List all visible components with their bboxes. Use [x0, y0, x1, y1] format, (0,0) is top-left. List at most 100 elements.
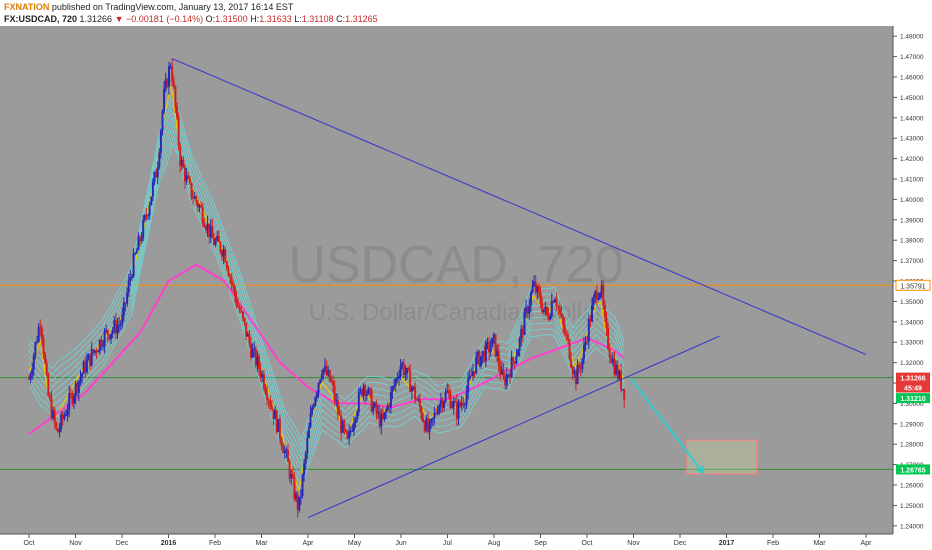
candle-body — [583, 344, 585, 359]
candle-body — [132, 253, 135, 277]
candle-body — [481, 351, 484, 357]
candle-body — [63, 415, 66, 419]
candle-body — [52, 410, 55, 419]
time-tick-label: Apr — [861, 540, 873, 547]
candle-body — [159, 130, 162, 153]
candle-body — [446, 390, 449, 393]
candle-body — [233, 286, 236, 297]
candle-body — [338, 413, 341, 416]
candle-body — [452, 401, 455, 407]
candle-body — [447, 390, 450, 394]
candle-body — [472, 371, 474, 376]
candle-body — [584, 341, 587, 345]
candle-body — [77, 381, 80, 393]
price-tick-label: 1.33000 — [900, 340, 924, 347]
change-value: −0.00181 (−0.14%) — [126, 14, 204, 24]
candle-body — [188, 178, 191, 183]
candle-body — [365, 393, 368, 396]
candle-body — [406, 367, 408, 373]
candle-body — [73, 396, 75, 404]
upper-trendline — [172, 58, 867, 355]
candle-body — [230, 277, 233, 284]
candle-body — [399, 365, 402, 377]
candle-body — [611, 358, 614, 363]
symbol-label[interactable]: FX:USDCAD, 720 — [4, 14, 78, 24]
high-label: H: — [250, 14, 260, 24]
candle-body — [264, 388, 267, 394]
candle-body — [240, 311, 243, 313]
candle-body — [182, 159, 185, 168]
candle-body — [118, 324, 121, 326]
candle-body — [259, 369, 262, 377]
candle-body — [121, 314, 124, 325]
time-tick-label: Oct — [582, 540, 593, 547]
candle-body — [444, 392, 447, 402]
candle-body — [563, 324, 566, 334]
candle-body — [266, 393, 269, 401]
candle-body — [116, 325, 119, 334]
time-tick-label: Nov — [627, 540, 640, 547]
candle-body — [32, 355, 35, 370]
candle-body — [166, 79, 169, 87]
candle-body — [443, 401, 445, 408]
low-label: L: — [294, 14, 302, 24]
candle-body — [340, 415, 343, 433]
candle-body — [261, 373, 264, 378]
price-tick-label: 1.39000 — [900, 217, 924, 224]
time-tick-label: Mar — [813, 540, 826, 547]
candle-body — [168, 66, 170, 87]
candle-body — [507, 374, 510, 376]
candle-body — [534, 281, 537, 293]
candle-body — [325, 365, 328, 375]
candle-body — [267, 400, 270, 402]
candle-body — [285, 449, 288, 451]
candle-body — [295, 493, 297, 499]
ema-fan-line — [28, 129, 625, 479]
plot-area — [0, 26, 893, 534]
time-tick-label: Sep — [534, 540, 547, 547]
candle-body — [541, 304, 544, 312]
candle-body — [45, 362, 48, 375]
candle-body — [544, 306, 547, 310]
candle-body — [362, 385, 365, 396]
candle-body — [111, 330, 114, 334]
candle-body — [131, 276, 133, 278]
candle-body — [192, 197, 195, 199]
candle-body — [333, 385, 336, 401]
candle-body — [465, 392, 468, 405]
candle-body — [222, 249, 225, 257]
candle-body — [134, 253, 137, 255]
price-tick-label: 1.41000 — [900, 177, 924, 184]
candle-body — [581, 358, 584, 369]
candle-body — [615, 365, 618, 375]
candle-body — [388, 405, 391, 408]
candle-body — [417, 399, 420, 401]
candle-body — [200, 205, 203, 207]
candle-body — [57, 428, 59, 433]
candle-body — [592, 297, 595, 305]
candle-body — [385, 410, 388, 413]
author-link[interactable]: FXNATION — [4, 2, 50, 12]
time-tick-label: May — [348, 540, 362, 547]
candle-body — [438, 405, 441, 413]
candle-body — [415, 399, 418, 401]
candle-body — [343, 421, 346, 430]
candle-body — [176, 107, 178, 118]
last-price: 1.31266 — [79, 14, 113, 24]
candle-body — [500, 369, 503, 375]
candle-body — [381, 414, 384, 419]
candle-body — [153, 172, 156, 182]
candle-body — [282, 446, 285, 454]
candle-body — [235, 296, 238, 306]
candle-body — [161, 111, 164, 131]
candle-body — [304, 453, 307, 464]
time-tick-label: Mar — [255, 540, 268, 547]
candle-body — [521, 329, 524, 336]
candle-body — [603, 305, 606, 318]
candle-body — [557, 306, 560, 308]
candle-body — [287, 449, 289, 462]
candle-body — [328, 370, 331, 381]
candle-body — [317, 383, 320, 393]
